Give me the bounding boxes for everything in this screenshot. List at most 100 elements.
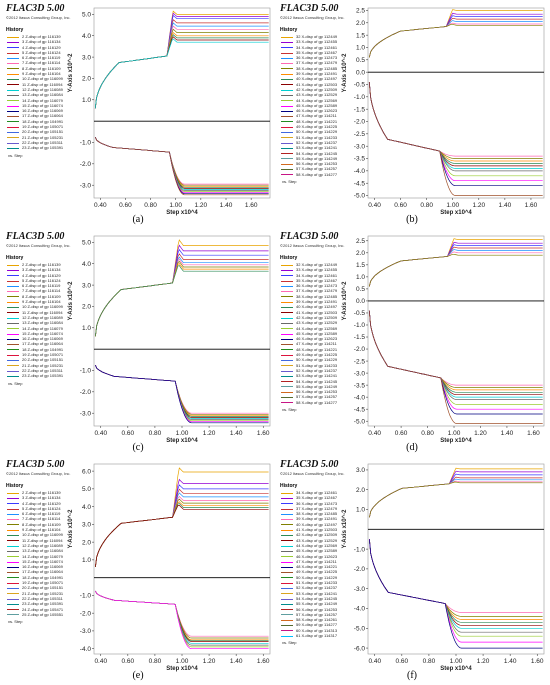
legend-entry: 56 X-disp of gp 114253	[280, 607, 368, 612]
legend-entry: 51 X-disp of gp 114233	[280, 363, 368, 368]
y-tick-label: -1.0	[80, 140, 92, 147]
legend-label: 38 X-disp of gp 112485	[296, 293, 338, 299]
legend-label: 56 X-disp of gp 114253	[296, 161, 338, 167]
legend-label: 47 X-disp of gp 114211	[296, 113, 337, 119]
legend-label: 57 X-disp of gp 114257	[296, 166, 338, 172]
y-tick-label: -1.0	[354, 94, 366, 101]
y-tick-label: -4.0	[354, 394, 366, 401]
legend-swatch	[281, 497, 293, 499]
legend-swatch	[7, 131, 19, 133]
legend-swatch	[7, 275, 19, 277]
legend-label: 23 Z-disp of gp 105391	[22, 601, 64, 607]
y-tick-label: 2.0	[356, 487, 365, 494]
y-tick-label: 5.0	[82, 486, 91, 493]
legend-label: 41 X-disp of gp 112503	[296, 309, 338, 315]
legend-label: 10 Z-disp of gp 116099	[22, 304, 63, 310]
series-line-upper	[94, 38, 269, 109]
x-tick-label: 1.40	[504, 658, 517, 665]
legend-label: 40 X-disp of gp 112497	[296, 521, 338, 527]
legend-label: 12 Z-disp of gp 116089	[22, 86, 63, 92]
series-line-lower	[368, 310, 543, 388]
y-tick-label: 1.0	[356, 45, 365, 52]
series-line-upper	[368, 251, 543, 287]
legend-label: 6 Z-disp of gp 116119	[22, 511, 61, 517]
legend-entry: 48 X-disp of gp 114221	[280, 119, 368, 124]
plot-svg: -3.0 -2.0 -1.0 1.0 2.0 3.0 4.0 5.0 0.40 0.60 0.80 1…	[68, 235, 271, 444]
x-tick-label: 1.00	[450, 658, 463, 665]
legend-entry: 13 Z-disp of gp 116084	[6, 92, 94, 97]
plot-svg: -4.0 -3.0 -2.0 -1.0 1.0 2.0 3.0 4.0 5.0 6.0 0.40 0.…	[68, 463, 271, 672]
legend-entry: 8 Z-disp of gp 116109	[6, 522, 94, 527]
y-tick-label: 1.0	[82, 325, 91, 332]
legend-label: 50 X-disp of gp 114229	[296, 357, 338, 363]
legend-entry: 13 Z-disp of gp 116084	[6, 320, 94, 325]
legend-entry: 5 Z-disp of gp 116124	[6, 278, 94, 283]
legend-entry: 23 Z-disp of gp 105391	[6, 373, 94, 378]
legend-entry: 49 X-disp of gp 114225	[280, 124, 368, 129]
series-line-lower	[368, 81, 543, 162]
legend: 32 X-disp of gp 112449 33 X-disp of gp 11…	[280, 34, 368, 184]
series-line-lower	[368, 81, 543, 164]
y-tick-label: 0.5	[356, 57, 365, 64]
legend-entry: 47 X-disp of gp 114211	[280, 113, 368, 118]
series-line-upper	[94, 36, 269, 109]
series-line-upper	[95, 239, 269, 337]
legend-label: 15 Z-disp of gp 116074	[22, 558, 63, 564]
legend-label: 17 Z-disp of gp 116064	[22, 341, 63, 347]
y-axis-label: Y-Axis x10^-2	[68, 53, 74, 93]
legend-label: 43 X-disp of gp 112529	[296, 537, 338, 543]
series-line-lower	[368, 310, 543, 424]
y-axis-label: Y-Axis x10^-2	[68, 281, 74, 321]
x-tick-label: 1.60	[525, 202, 538, 209]
legend-label: 42 X-disp of gp 112509	[296, 86, 338, 92]
series-line-lower	[368, 81, 543, 187]
legend-swatch	[281, 269, 293, 271]
legend-label: 23 Z-disp of gp 105391	[22, 373, 64, 379]
legend-label: 48 X-disp of gp 114221	[296, 346, 338, 352]
legend-entry: 2 Z-disp of gp 116139	[6, 34, 94, 39]
legend-swatch	[7, 550, 19, 552]
legend-label: 6 Z-disp of gp 116119	[22, 55, 61, 61]
legend-label: 35 X-disp of gp 112467	[296, 495, 338, 501]
legend-label: 53 X-disp of gp 114241	[296, 373, 338, 379]
legend-swatch	[281, 100, 293, 102]
series-line-upper	[368, 22, 543, 58]
legend-swatch	[7, 508, 19, 510]
panel-caption: (c)	[132, 442, 144, 453]
legend-entry: 21 Z-disp of gp 105231	[6, 135, 94, 140]
legend-label: 15 Z-disp of gp 116074	[22, 330, 63, 336]
legend-title: History	[280, 483, 298, 489]
legend-swatch	[281, 524, 293, 526]
legend: 2 Z-disp of gp 116139 3 Z-disp of gp 1161…	[6, 262, 94, 386]
legend-entry: 11 Z-disp of gp 116094	[6, 82, 94, 87]
series-line-lower	[94, 137, 269, 191]
x-tick-label: 0.40	[94, 202, 107, 209]
legend-entry: 41 X-disp of gp 112503	[280, 82, 368, 87]
legend-swatch	[281, 550, 293, 552]
y-tick-label: 0.0	[356, 298, 365, 305]
y-tick-label: 1.0	[82, 97, 91, 104]
legend-swatch	[7, 322, 19, 324]
legend-label: 56 X-disp of gp 114253	[296, 389, 338, 395]
legend-swatch	[281, 63, 293, 65]
series-line-lower	[369, 539, 543, 617]
legend-entry: 22 Z-disp of gp 105311	[6, 140, 94, 145]
legend-entry: 16 Z-disp of gp 116069	[6, 564, 94, 569]
legend-label: 52 X-disp of gp 114237	[296, 139, 338, 145]
legend-swatch	[281, 147, 293, 149]
plot-svg: -5.0 -4.5 -4.0 -3.5 -3.0 -2.5 -2.0 -1.5 -1.0 -0.5…	[342, 235, 545, 444]
legend-swatch	[7, 614, 19, 616]
legend-swatch	[7, 307, 19, 309]
series-line-upper	[369, 478, 543, 518]
legend-entry: 37 X-disp of gp 112479	[280, 506, 368, 511]
series-line-lower	[95, 365, 269, 419]
legend-label: 51 X-disp of gp 114233	[296, 362, 338, 368]
legend-swatch	[281, 105, 293, 107]
series-line-upper	[368, 241, 543, 287]
series-line-lower	[368, 310, 543, 398]
legend-entry: 54 X-disp of gp 114245	[280, 596, 368, 601]
legend-label: 9 Z-disp of gp 116104	[22, 71, 61, 77]
legend-entry: 25 Z-disp of gp 105551	[6, 612, 94, 617]
legend-swatch	[281, 79, 293, 81]
legend-swatch	[281, 492, 293, 494]
